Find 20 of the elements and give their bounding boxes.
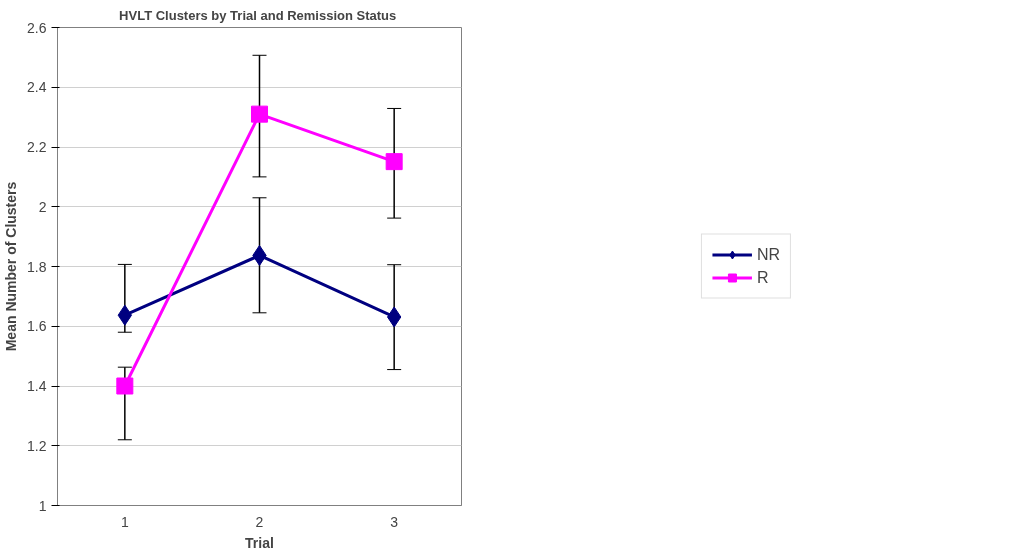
point [251, 105, 268, 123]
y-tick-label: 1.6 [27, 318, 47, 335]
chart-title: HVLT Clusters by Trial and Remission Status [119, 7, 397, 23]
y-tick-label: 2 [38, 198, 47, 215]
y-tick-label: 1.4 [27, 378, 47, 394]
x-tick-label: 1 [120, 513, 129, 530]
y-tick-label: 2.6 [27, 19, 47, 36]
point [385, 153, 403, 171]
y-tick-label: 2.4 [27, 79, 47, 96]
x-tick-label: 3 [390, 513, 399, 530]
x-tick-label: 2 [255, 513, 264, 530]
legend-label: NR [756, 245, 781, 264]
y-tick-label: 2.2 [27, 139, 47, 155]
point [116, 377, 134, 395]
y-tick-label: 1 [38, 497, 47, 514]
y-tick-label: 1.2 [27, 437, 47, 454]
y-tick-label: 1.8 [27, 258, 47, 275]
legend-label: R [756, 268, 770, 287]
x-axis-title: Trial [245, 534, 274, 551]
y-axis-title: Mean Number of Clusters [3, 181, 20, 352]
